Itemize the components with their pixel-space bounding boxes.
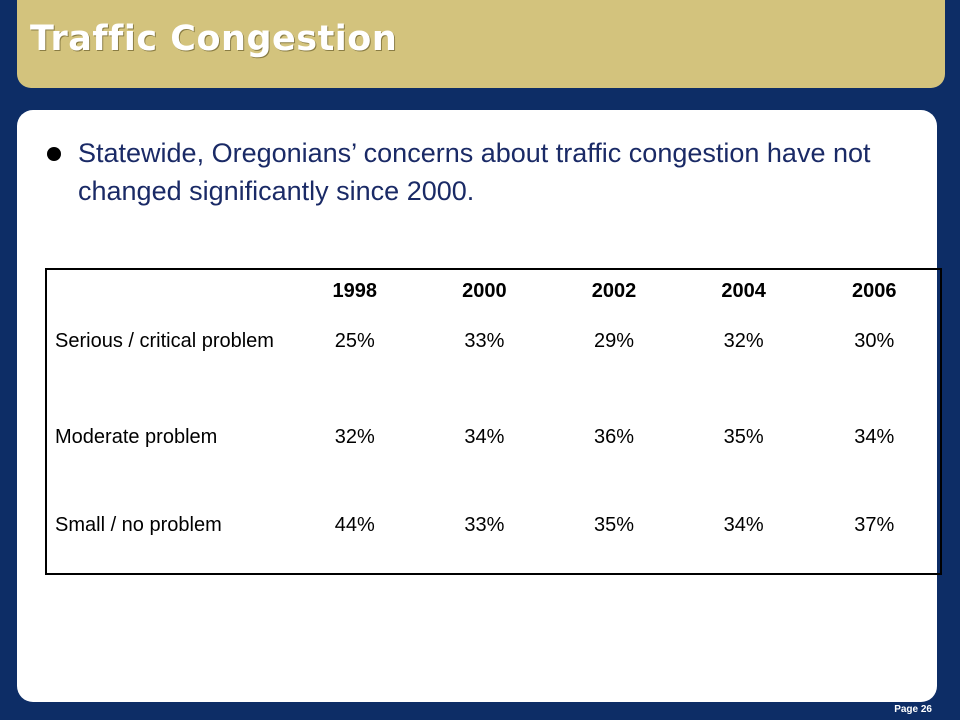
table-header-cell: 1998 bbox=[332, 280, 378, 302]
table-cell: 32% bbox=[723, 330, 764, 352]
table-cell: 44% bbox=[334, 513, 375, 536]
bullet-text: Statewide, Oregonians’ concerns about tr… bbox=[78, 138, 871, 206]
congestion-table: 1998 2000 2002 2004 2006 Serious / criti… bbox=[45, 268, 942, 575]
table-row: Moderate problem 32% 34% 36% 35% 34% bbox=[46, 420, 941, 514]
row-label: Moderate problem bbox=[55, 425, 218, 448]
table-cell: 34% bbox=[723, 513, 764, 536]
bullet-item: Statewide, Oregonians’ concerns about tr… bbox=[47, 134, 907, 210]
table-header-cell: 2004 bbox=[721, 280, 766, 302]
table-cell: 34% bbox=[464, 425, 505, 448]
table-cell: 30% bbox=[854, 330, 895, 352]
table-cell: 35% bbox=[594, 513, 635, 536]
table-header-cell: 2000 bbox=[462, 280, 507, 302]
table-cell: 25% bbox=[334, 330, 375, 352]
table-cell: 33% bbox=[464, 330, 505, 352]
table-cell: 36% bbox=[594, 425, 635, 448]
table-header-cell: 2002 bbox=[591, 280, 637, 302]
table-row: Small / no problem 44% 33% 35% 34% 37% bbox=[46, 514, 941, 574]
table-cell: 35% bbox=[723, 425, 764, 448]
table-row: Serious / critical problem 25% 33% 29% 3… bbox=[46, 322, 941, 420]
slide-title: Traffic Congestion bbox=[30, 19, 398, 59]
table-header-cell bbox=[46, 269, 290, 322]
row-label: Serious / critical problem bbox=[55, 330, 274, 352]
table-cell: 29% bbox=[594, 330, 635, 352]
table-cell: 33% bbox=[464, 513, 505, 536]
table-cell: 34% bbox=[854, 425, 895, 448]
bullet-dot-icon bbox=[47, 147, 61, 161]
table-cell: 32% bbox=[334, 425, 375, 448]
content-panel: Statewide, Oregonians’ concerns about tr… bbox=[17, 110, 942, 702]
table-header-row: 1998 2000 2002 2004 2006 bbox=[46, 269, 941, 322]
table-header-cell: 2006 bbox=[851, 280, 897, 302]
row-label: Small / no problem bbox=[55, 513, 222, 536]
table-cell: 37% bbox=[854, 513, 895, 536]
title-bar: Traffic Congestion bbox=[17, 0, 945, 88]
page-number: Page 26 bbox=[894, 704, 932, 715]
